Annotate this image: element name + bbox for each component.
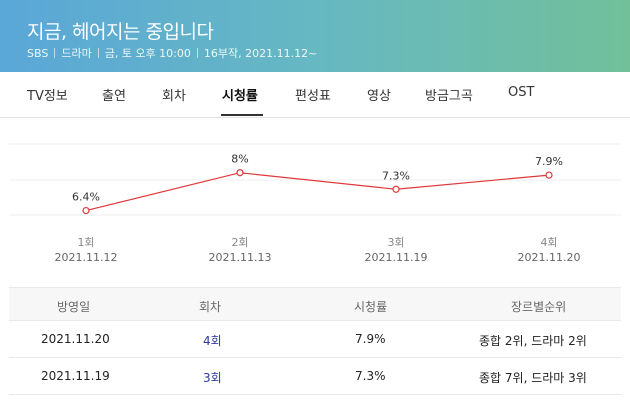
program-header: 지금, 헤어지는 중입니다 SBS 드라마 금, 토 오후 10:00 16부작, 2…	[0, 0, 630, 72]
col-header-rating: 시청률	[354, 300, 388, 314]
tab-ratings[interactable]: 시청률	[222, 89, 258, 104]
row-rank: 종합 7위, 드라마 3위	[479, 371, 587, 385]
col-header-date: 방영일	[57, 300, 91, 314]
chart-tick-label-episode: 1회	[77, 236, 94, 249]
row-episode-link[interactable]: 3회	[203, 371, 222, 385]
chart-tick-label-episode: 4회	[540, 236, 557, 249]
meta-episodes: 16부작, 2021.11.12~	[203, 47, 318, 60]
meta-broadcaster[interactable]: SBS	[27, 47, 49, 60]
col-header-rank: 장르별순위	[511, 300, 567, 314]
meta-schedule: 금, 토 오후 10:00	[104, 47, 191, 60]
chart-tick-label-episode: 3회	[387, 236, 404, 249]
chart-point	[236, 169, 244, 177]
tab-episodes[interactable]: 회차	[162, 89, 186, 104]
tab-ost[interactable]: OST	[508, 85, 535, 100]
col-header-episode: 회차	[199, 300, 222, 314]
chart-tick-label-episode: 2회	[231, 236, 248, 249]
active-tab-indicator	[221, 114, 263, 116]
meta-divider	[54, 48, 56, 58]
tab-cast[interactable]: 출연	[102, 89, 126, 104]
meta-genre: 드라마	[61, 47, 92, 60]
chart-tick-label-date: 2021.11.13	[209, 251, 272, 264]
chart-data-label: 8%	[231, 153, 248, 166]
chart-data-label: 7.9%	[535, 155, 563, 168]
chart-tick-label-date: 2021.11.12	[55, 251, 118, 264]
chart-data-label: 7.3%	[382, 169, 410, 182]
tab-videos[interactable]: 영상	[367, 89, 391, 104]
tab-schedule[interactable]: 편성표	[295, 89, 331, 104]
ratings-chart-svg: 6.4% 1회 2021.11.12 8% 2회 2021.11.13 7.3% 3회 2021…	[9, 143, 621, 264]
table-row: 2021.11.20 4회 7.9% 종합 2위, 드라마 2위	[9, 321, 621, 358]
chart-tick-label-date: 2021.11.20	[518, 251, 581, 264]
meta-divider	[97, 48, 99, 58]
row-date: 2021.11.20	[41, 332, 110, 346]
tab-music[interactable]: 방금그곡	[425, 89, 473, 104]
program-meta: SBS 드라마 금, 토 오후 10:00 16부작, 2021.11.12~	[27, 45, 317, 61]
tab-bar: TV정보 출연 회차 시청률 편성표 영상 방금그곡 OST	[0, 72, 630, 118]
meta-divider	[196, 48, 198, 58]
chart-tick-label-date: 2021.11.19	[365, 251, 428, 264]
ratings-table: 방영일 회차 시청률 장르별순위 2021.11.20 4회 7.9% 종합 2…	[9, 287, 621, 395]
chart-point	[82, 206, 90, 215]
chart-data-label: 6.4%	[72, 191, 100, 204]
chart-point	[545, 171, 553, 179]
chart-series-line	[85, 172, 550, 212]
table-row: 2021.11.19 3회 7.3% 종합 7위, 드라마 3위	[9, 358, 621, 395]
row-rating: 7.3%	[355, 369, 386, 383]
ratings-chart: 6.4% 1회 2021.11.12 8% 2회 2021.11.13 7.3% 3회 2021…	[0, 118, 630, 285]
row-episode-link[interactable]: 4회	[203, 334, 222, 348]
chart-point	[392, 185, 400, 193]
row-rank: 종합 2위, 드라마 2위	[479, 334, 587, 348]
row-rating: 7.9%	[355, 332, 386, 346]
table-header: 방영일 회차 시청률 장르별순위	[9, 287, 621, 321]
program-title: 지금, 헤어지는 중입니다	[27, 21, 214, 43]
tab-tv-info[interactable]: TV정보	[27, 89, 68, 104]
row-date: 2021.11.19	[41, 369, 110, 383]
